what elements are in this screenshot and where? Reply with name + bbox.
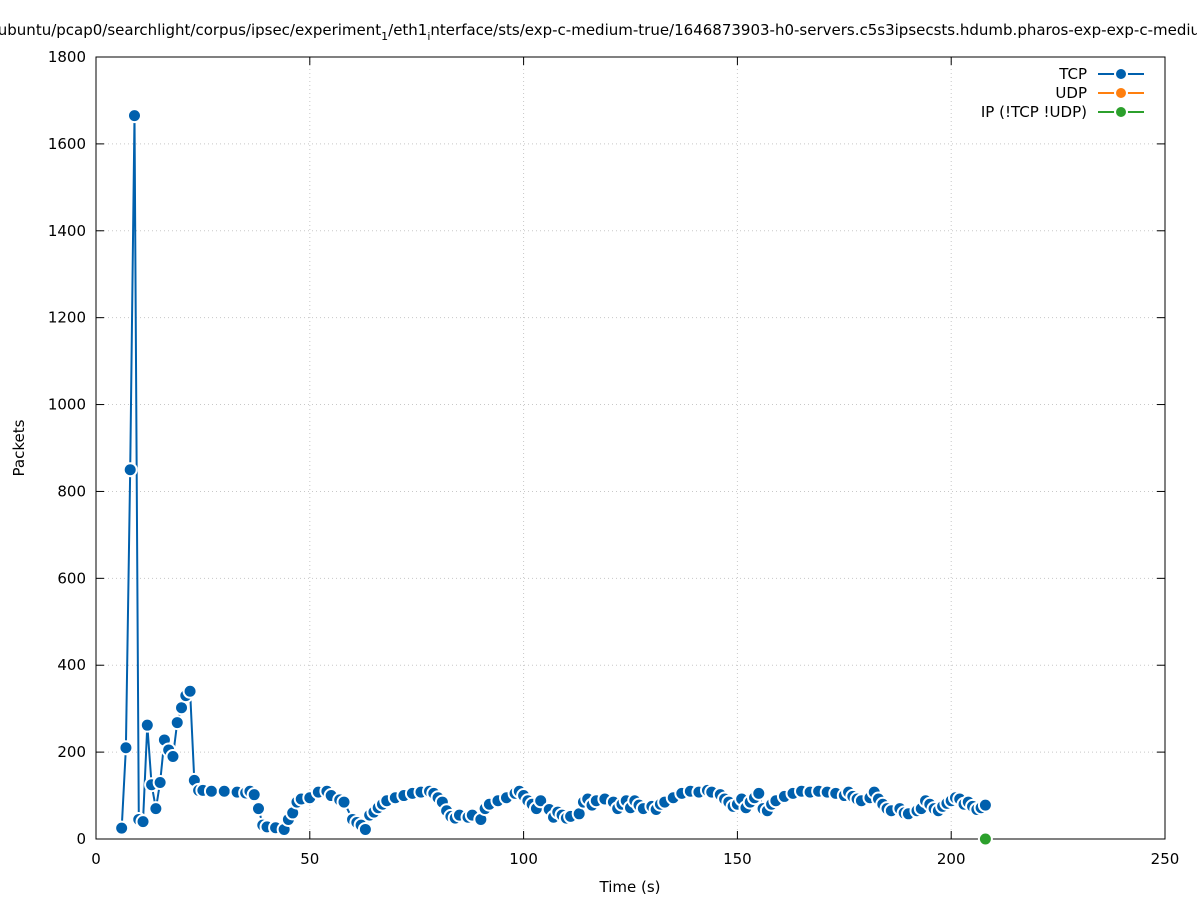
- y-tick-label: 0: [76, 830, 86, 848]
- data-point: [246, 787, 262, 803]
- x-tick-label: 0: [91, 850, 101, 868]
- data-point: [148, 801, 164, 817]
- data-point: [977, 831, 993, 847]
- x-tick-label: 150: [723, 850, 752, 868]
- data-point: [122, 462, 138, 478]
- data-point: [118, 740, 134, 756]
- legend-label: UDP: [1055, 84, 1087, 102]
- data-point: [250, 801, 266, 817]
- data-point: [169, 715, 185, 731]
- title-part: nterface/sts/exp-c-medium-true/164687390…: [430, 21, 1197, 39]
- y-tick-label: 600: [57, 569, 86, 587]
- x-tick-label: 50: [300, 850, 319, 868]
- x-tick-label: 200: [937, 850, 966, 868]
- data-point: [152, 775, 168, 791]
- data-point: [139, 717, 155, 733]
- data-point: [203, 783, 219, 799]
- data-point: [135, 814, 151, 830]
- data-point: [533, 793, 549, 809]
- data-point: [216, 783, 232, 799]
- y-axis-label: Packets: [10, 419, 28, 476]
- y-tick-label: 1400: [48, 222, 86, 240]
- data-point: [751, 785, 767, 801]
- data-point: [357, 821, 373, 837]
- y-tick-label: 1600: [48, 135, 86, 153]
- legend-label: TCP: [1058, 65, 1087, 83]
- data-point: [114, 820, 130, 836]
- data-point: [977, 797, 993, 813]
- title-part: 1: [381, 30, 388, 43]
- grid-lines: [96, 57, 1165, 839]
- y-tick-label: 800: [57, 482, 86, 500]
- y-tick-label: 1800: [48, 48, 86, 66]
- x-axis-label: Time (s): [599, 878, 661, 896]
- data-point: [336, 794, 352, 810]
- legend-marker: [1114, 86, 1128, 100]
- y-axis-ticks: 0 200 400 600 800 1000 1200 1400 1600 1800: [48, 48, 1165, 848]
- y-tick-label: 400: [57, 656, 86, 674]
- data-point: [165, 748, 181, 764]
- legend-marker: [1114, 105, 1128, 119]
- chart-title: /home/ubuntu/pcap0/searchlight/corpus/ip…: [0, 21, 1197, 43]
- title-part: i: [427, 30, 430, 43]
- x-tick-label: 250: [1151, 850, 1180, 868]
- series-line: [120, 114, 986, 831]
- legend-label: IP (!TCP !UDP): [981, 103, 1087, 121]
- title-part: 0/searchlight/corpus/ipsec/experiment: [93, 21, 382, 39]
- legend-marker: [1114, 67, 1128, 81]
- data-point: [182, 683, 198, 699]
- y-tick-label: 200: [57, 743, 86, 761]
- series-group: [114, 108, 993, 847]
- y-tick-label: 1000: [48, 396, 86, 414]
- y-tick-label: 1200: [48, 309, 86, 327]
- data-point: [174, 700, 190, 716]
- title-part: /eth1: [388, 21, 427, 39]
- x-tick-label: 100: [509, 850, 538, 868]
- data-point: [126, 108, 142, 124]
- plot-frame: [95, 56, 1166, 840]
- x-axis-ticks: 0 50 100 150 200 250: [91, 57, 1179, 868]
- title-part: /home/ubuntu/pcap: [0, 21, 93, 39]
